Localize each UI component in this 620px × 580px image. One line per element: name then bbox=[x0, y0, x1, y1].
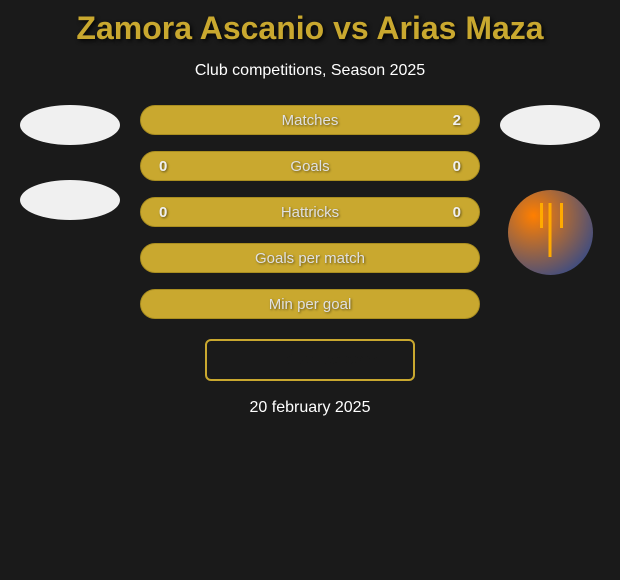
branding-text: FcTables.com bbox=[272, 351, 378, 369]
stat-label: Goals bbox=[290, 158, 329, 175]
branding-badge[interactable]: FcTables.com bbox=[205, 339, 415, 381]
page-title: Zamora Ascanio vs Arias Maza bbox=[0, 10, 620, 47]
stat-label: Matches bbox=[282, 112, 339, 129]
player-left-avatar-1 bbox=[20, 105, 120, 145]
stat-label: Min per goal bbox=[269, 296, 352, 313]
stat-bar-goals: 0 Goals 0 bbox=[140, 151, 480, 181]
club-badge-right bbox=[508, 190, 593, 275]
player-right-avatar bbox=[500, 105, 600, 145]
player-right-badges bbox=[500, 105, 600, 275]
stats-section: Matches 2 0 Goals 0 0 Hattricks 0 Goals … bbox=[140, 105, 480, 319]
stat-value-left: 0 bbox=[159, 158, 167, 175]
comparison-content: Matches 2 0 Goals 0 0 Hattricks 0 Goals … bbox=[0, 105, 620, 319]
stat-label: Hattricks bbox=[281, 204, 339, 221]
subtitle: Club competitions, Season 2025 bbox=[0, 62, 620, 80]
stat-bar-goals-per-match: Goals per match bbox=[140, 243, 480, 273]
stat-value-left: 0 bbox=[159, 204, 167, 221]
stat-value-right: 0 bbox=[453, 158, 461, 175]
stat-label: Goals per match bbox=[255, 250, 365, 267]
stat-bar-hattricks: 0 Hattricks 0 bbox=[140, 197, 480, 227]
trident-icon bbox=[525, 203, 575, 263]
player-left-avatar-2 bbox=[20, 180, 120, 220]
stat-bar-matches: Matches 2 bbox=[140, 105, 480, 135]
date-label: 20 february 2025 bbox=[0, 399, 620, 417]
stat-bar-min-per-goal: Min per goal bbox=[140, 289, 480, 319]
chart-icon bbox=[242, 350, 266, 370]
stat-value-right: 2 bbox=[453, 112, 461, 129]
player-left-badges bbox=[20, 105, 120, 220]
stat-value-right: 0 bbox=[453, 204, 461, 221]
main-container: Zamora Ascanio vs Arias Maza Club compet… bbox=[0, 0, 620, 427]
